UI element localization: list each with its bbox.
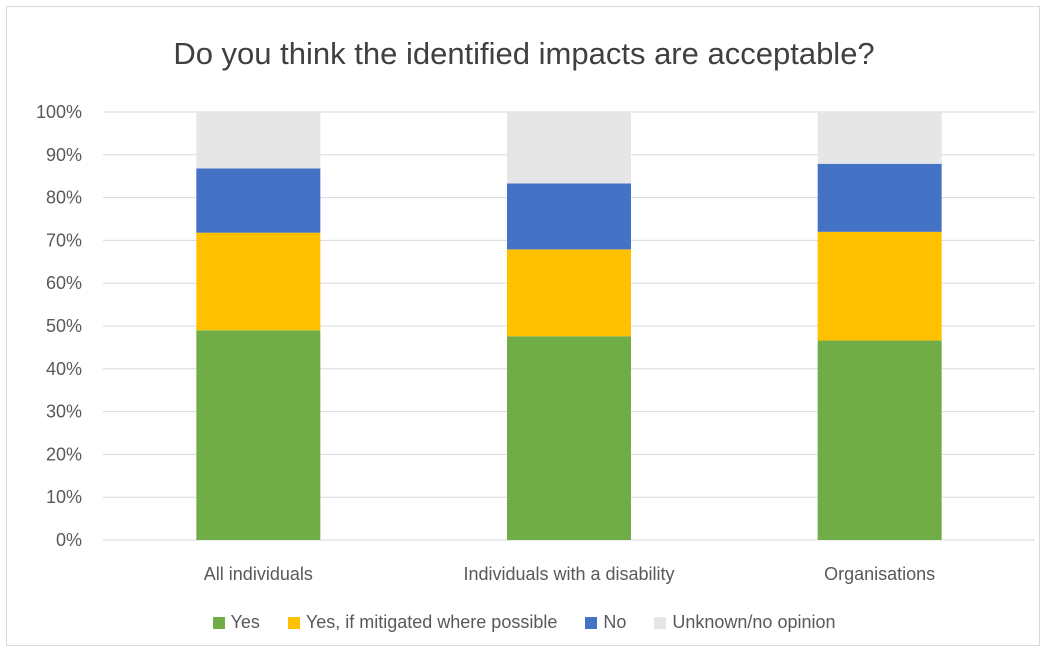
y-tick-label: 50% (46, 316, 82, 336)
bar-segment (196, 168, 321, 233)
bar-segment (507, 336, 631, 540)
y-tick-label: 40% (46, 359, 82, 379)
bar-segment (507, 183, 631, 250)
bar-segment (817, 112, 942, 164)
y-tick-label: 0% (56, 530, 82, 550)
y-tick-label: 20% (46, 444, 82, 464)
legend-item: No (585, 612, 626, 633)
legend-swatch (212, 616, 225, 629)
bar-segment (817, 231, 942, 341)
chart-legend: Yes Yes, if mitigated where possible No Unk… (0, 612, 1048, 633)
y-tick-label: 30% (46, 402, 82, 422)
legend-label: Unknown/no opinion (672, 612, 836, 632)
legend-swatch (287, 616, 300, 629)
legend-label: Yes (230, 612, 260, 632)
legend-item: Unknown/no opinion (654, 612, 836, 633)
bar-segment (196, 232, 321, 331)
chart-title: Do you think the identified impacts are … (173, 36, 875, 71)
x-category-label: Organisations (824, 564, 935, 584)
x-category-label: All individuals (204, 564, 313, 584)
y-tick-label: 70% (46, 230, 82, 250)
bar-segment (507, 249, 631, 337)
legend-label: No (603, 612, 627, 632)
bar-segment (196, 330, 321, 540)
y-tick-label: 100% (36, 102, 82, 122)
y-tick-label: 10% (46, 487, 82, 507)
legend-item: Yes (212, 612, 260, 633)
y-tick-label: 80% (46, 188, 82, 208)
legend-label: Yes, if mitigated where possible (305, 612, 558, 632)
legend-item: Yes, if mitigated where possible (287, 612, 558, 633)
bar-segment (196, 112, 321, 169)
bar-segment (817, 163, 942, 232)
x-category-label: Individuals with a disability (463, 564, 674, 584)
bar-segment (507, 112, 631, 184)
chart-plot: 0% 10% 20% 30% 40% 50% 60% 70% 80% 90% 100% All ind… (36, 102, 1035, 584)
bar-segment (817, 340, 942, 540)
y-tick-label: 60% (46, 273, 82, 293)
legend-swatch (585, 616, 598, 629)
y-tick-label: 90% (46, 145, 82, 165)
legend-swatch (654, 616, 667, 629)
